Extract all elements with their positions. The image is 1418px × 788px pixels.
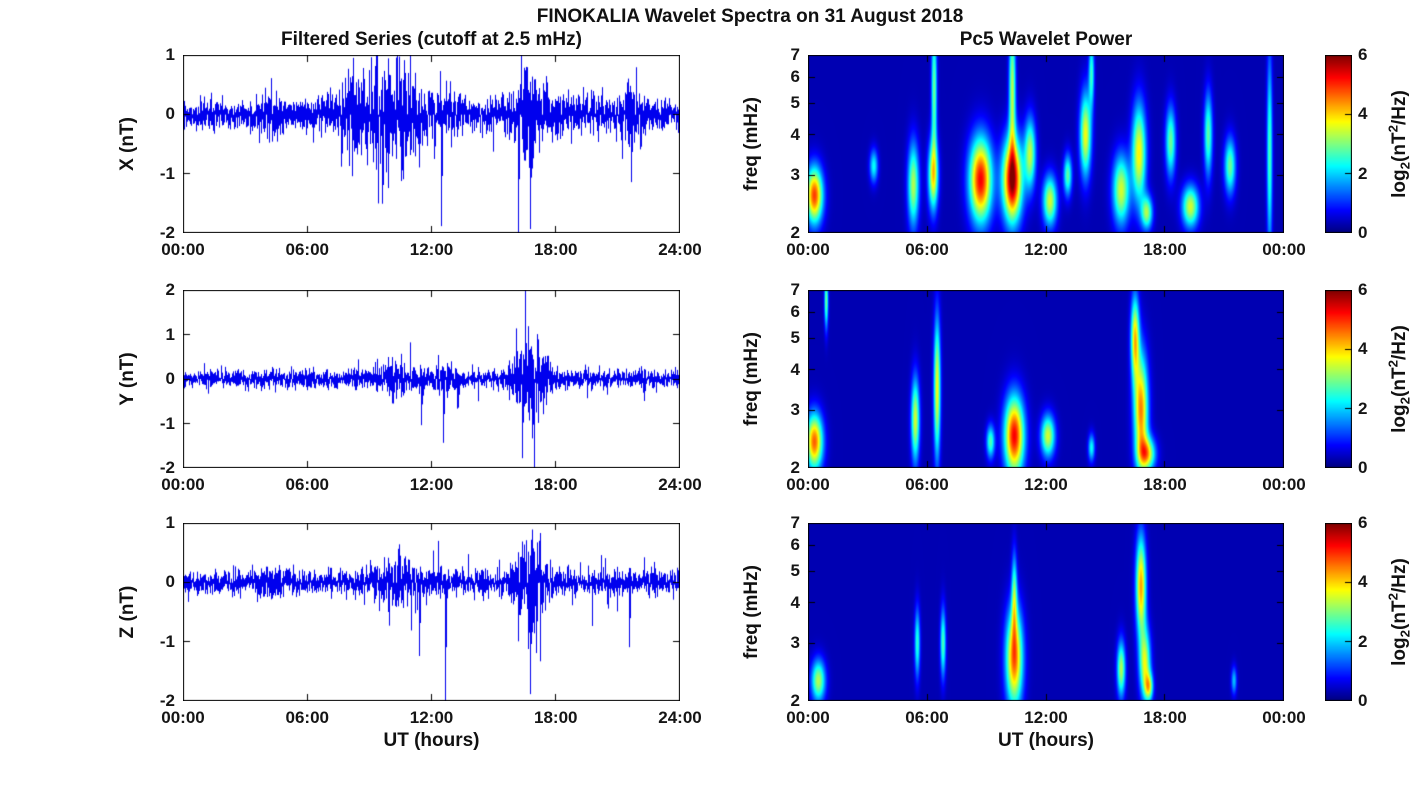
series-y-tick-label: 1: [165, 324, 175, 344]
series-y-tick-label: 0: [165, 369, 175, 388]
series-y-tick-label: 1: [165, 513, 175, 532]
right-x-tick-label: 00:00: [1262, 708, 1306, 727]
right-x-tick-label: 12:00: [1024, 708, 1068, 727]
colorbar-tick-label: 0: [1358, 691, 1368, 710]
left-x-tick-label: 24:00: [658, 240, 702, 259]
series-y-tick-label: -1: [159, 631, 175, 651]
freq-tick-label: 3: [790, 633, 800, 653]
z-colorbar-label: log2(nT2/Hz): [1385, 558, 1413, 666]
freq-tick-label: 7: [790, 280, 800, 299]
freq-tick-label: 4: [790, 124, 800, 144]
series-y-tick-label: -2: [159, 691, 175, 710]
right-x-tick-label: 06:00: [905, 475, 949, 494]
left-column-title: Filtered Series (cutoff at 2.5 mHz): [281, 29, 582, 50]
left-x-tick-label: 00:00: [161, 240, 205, 259]
right-x-tick-label: 00:00: [786, 475, 830, 494]
series-y-tick-label: 1: [165, 45, 175, 64]
right-x-tick-label: 00:00: [1262, 475, 1306, 494]
series-y-tick-label: 2: [165, 280, 175, 299]
freq-tick-label: 6: [790, 301, 800, 321]
left-x-tick-label: 24:00: [658, 475, 702, 494]
y-colorbar: [1325, 290, 1352, 468]
colorbar-tick-label: 6: [1358, 513, 1368, 532]
right-x-tick-label: 12:00: [1024, 240, 1068, 259]
freq-tick-label: 7: [790, 45, 800, 64]
series-y-tick-label: -1: [159, 413, 175, 433]
right-column-title: Pc5 Wavelet Power: [959, 29, 1133, 50]
left-x-tick-label: 12:00: [409, 475, 454, 494]
freq-tick-label: 2: [790, 458, 800, 477]
colorbar-tick-label: 4: [1358, 572, 1368, 592]
z-series-plot-canvas: [183, 523, 680, 701]
left-x-tick-label: 00:00: [161, 708, 205, 727]
freq-tick-label: 7: [790, 513, 800, 532]
right-x-tick-label: 18:00: [1143, 475, 1187, 494]
freq-tick-label: 2: [790, 223, 800, 242]
left-x-tick-label: 00:00: [161, 475, 205, 494]
freq-tick-label: 5: [790, 327, 800, 347]
x-series-plot-canvas: [183, 55, 680, 233]
right-x-tick-label: 06:00: [905, 240, 949, 259]
freq-tick-label: 6: [790, 534, 800, 554]
right-x-tick-label: 18:00: [1143, 708, 1187, 727]
x-wavelet-freq-label: freq (mHz): [741, 97, 762, 191]
freq-tick-label: 5: [790, 560, 800, 580]
left-x-tick-label: 24:00: [658, 708, 702, 727]
z-colorbar: [1325, 523, 1352, 701]
y-series-plot-canvas: [183, 290, 680, 468]
colorbar-tick-label: 0: [1358, 223, 1368, 242]
left-x-tick-label: 18:00: [534, 475, 578, 494]
right-x-axis-label: UT (hours): [997, 730, 1095, 751]
colorbar-tick-label: 0: [1358, 458, 1368, 477]
left-x-tick-label: 06:00: [285, 475, 329, 494]
z-wavelet-canvas: [808, 523, 1284, 701]
freq-tick-label: 6: [790, 66, 800, 86]
right-x-tick-label: 12:00: [1024, 475, 1068, 494]
freq-tick-label: 3: [790, 400, 800, 420]
left-x-tick-label: 18:00: [534, 240, 578, 259]
z-wavelet-freq-label: freq (mHz): [741, 565, 762, 659]
colorbar-tick-label: 4: [1358, 104, 1368, 124]
colorbar-tick-label: 2: [1358, 163, 1368, 183]
x-colorbar-label: log2(nT2/Hz): [1385, 90, 1413, 198]
left-x-tick-label: 12:00: [409, 240, 454, 259]
colorbar-tick-label: 2: [1358, 631, 1368, 651]
colorbar-tick-label: 4: [1358, 339, 1368, 359]
y-wavelet-canvas: [808, 290, 1284, 468]
left-x-tick-label: 12:00: [409, 708, 454, 727]
right-x-tick-label: 18:00: [1143, 240, 1187, 259]
right-x-tick-label: 00:00: [786, 240, 830, 259]
left-x-tick-label: 18:00: [534, 708, 578, 727]
x-wavelet-canvas: [808, 55, 1284, 233]
series-y-tick-label: -2: [159, 223, 175, 242]
colorbar-tick-label: 2: [1358, 398, 1368, 418]
x-colorbar: [1325, 55, 1352, 233]
freq-tick-label: 5: [790, 92, 800, 112]
freq-tick-label: 2: [790, 691, 800, 710]
series-y-tick-label: -2: [159, 458, 175, 477]
colorbar-tick-label: 6: [1358, 45, 1368, 64]
right-x-tick-label: 06:00: [905, 708, 949, 727]
freq-tick-label: 3: [790, 165, 800, 185]
series-y-tick-label: -1: [159, 163, 175, 183]
figure-title: FINOKALIA Wavelet Spectra on 31 August 2…: [536, 6, 964, 27]
right-x-tick-label: 00:00: [786, 708, 830, 727]
y-colorbar-label: log2(nT2/Hz): [1385, 325, 1413, 433]
left-x-tick-label: 06:00: [285, 240, 329, 259]
series-y-tick-label: 0: [165, 104, 175, 124]
left-x-tick-label: 06:00: [285, 708, 329, 727]
freq-tick-label: 4: [790, 592, 800, 612]
left-x-axis-label: UT (hours): [383, 730, 480, 751]
y-wavelet-freq-label: freq (mHz): [741, 332, 762, 426]
freq-tick-label: 4: [790, 359, 800, 379]
colorbar-tick-label: 6: [1358, 280, 1368, 299]
right-x-tick-label: 00:00: [1262, 240, 1306, 259]
series-y-tick-label: 0: [165, 572, 175, 592]
